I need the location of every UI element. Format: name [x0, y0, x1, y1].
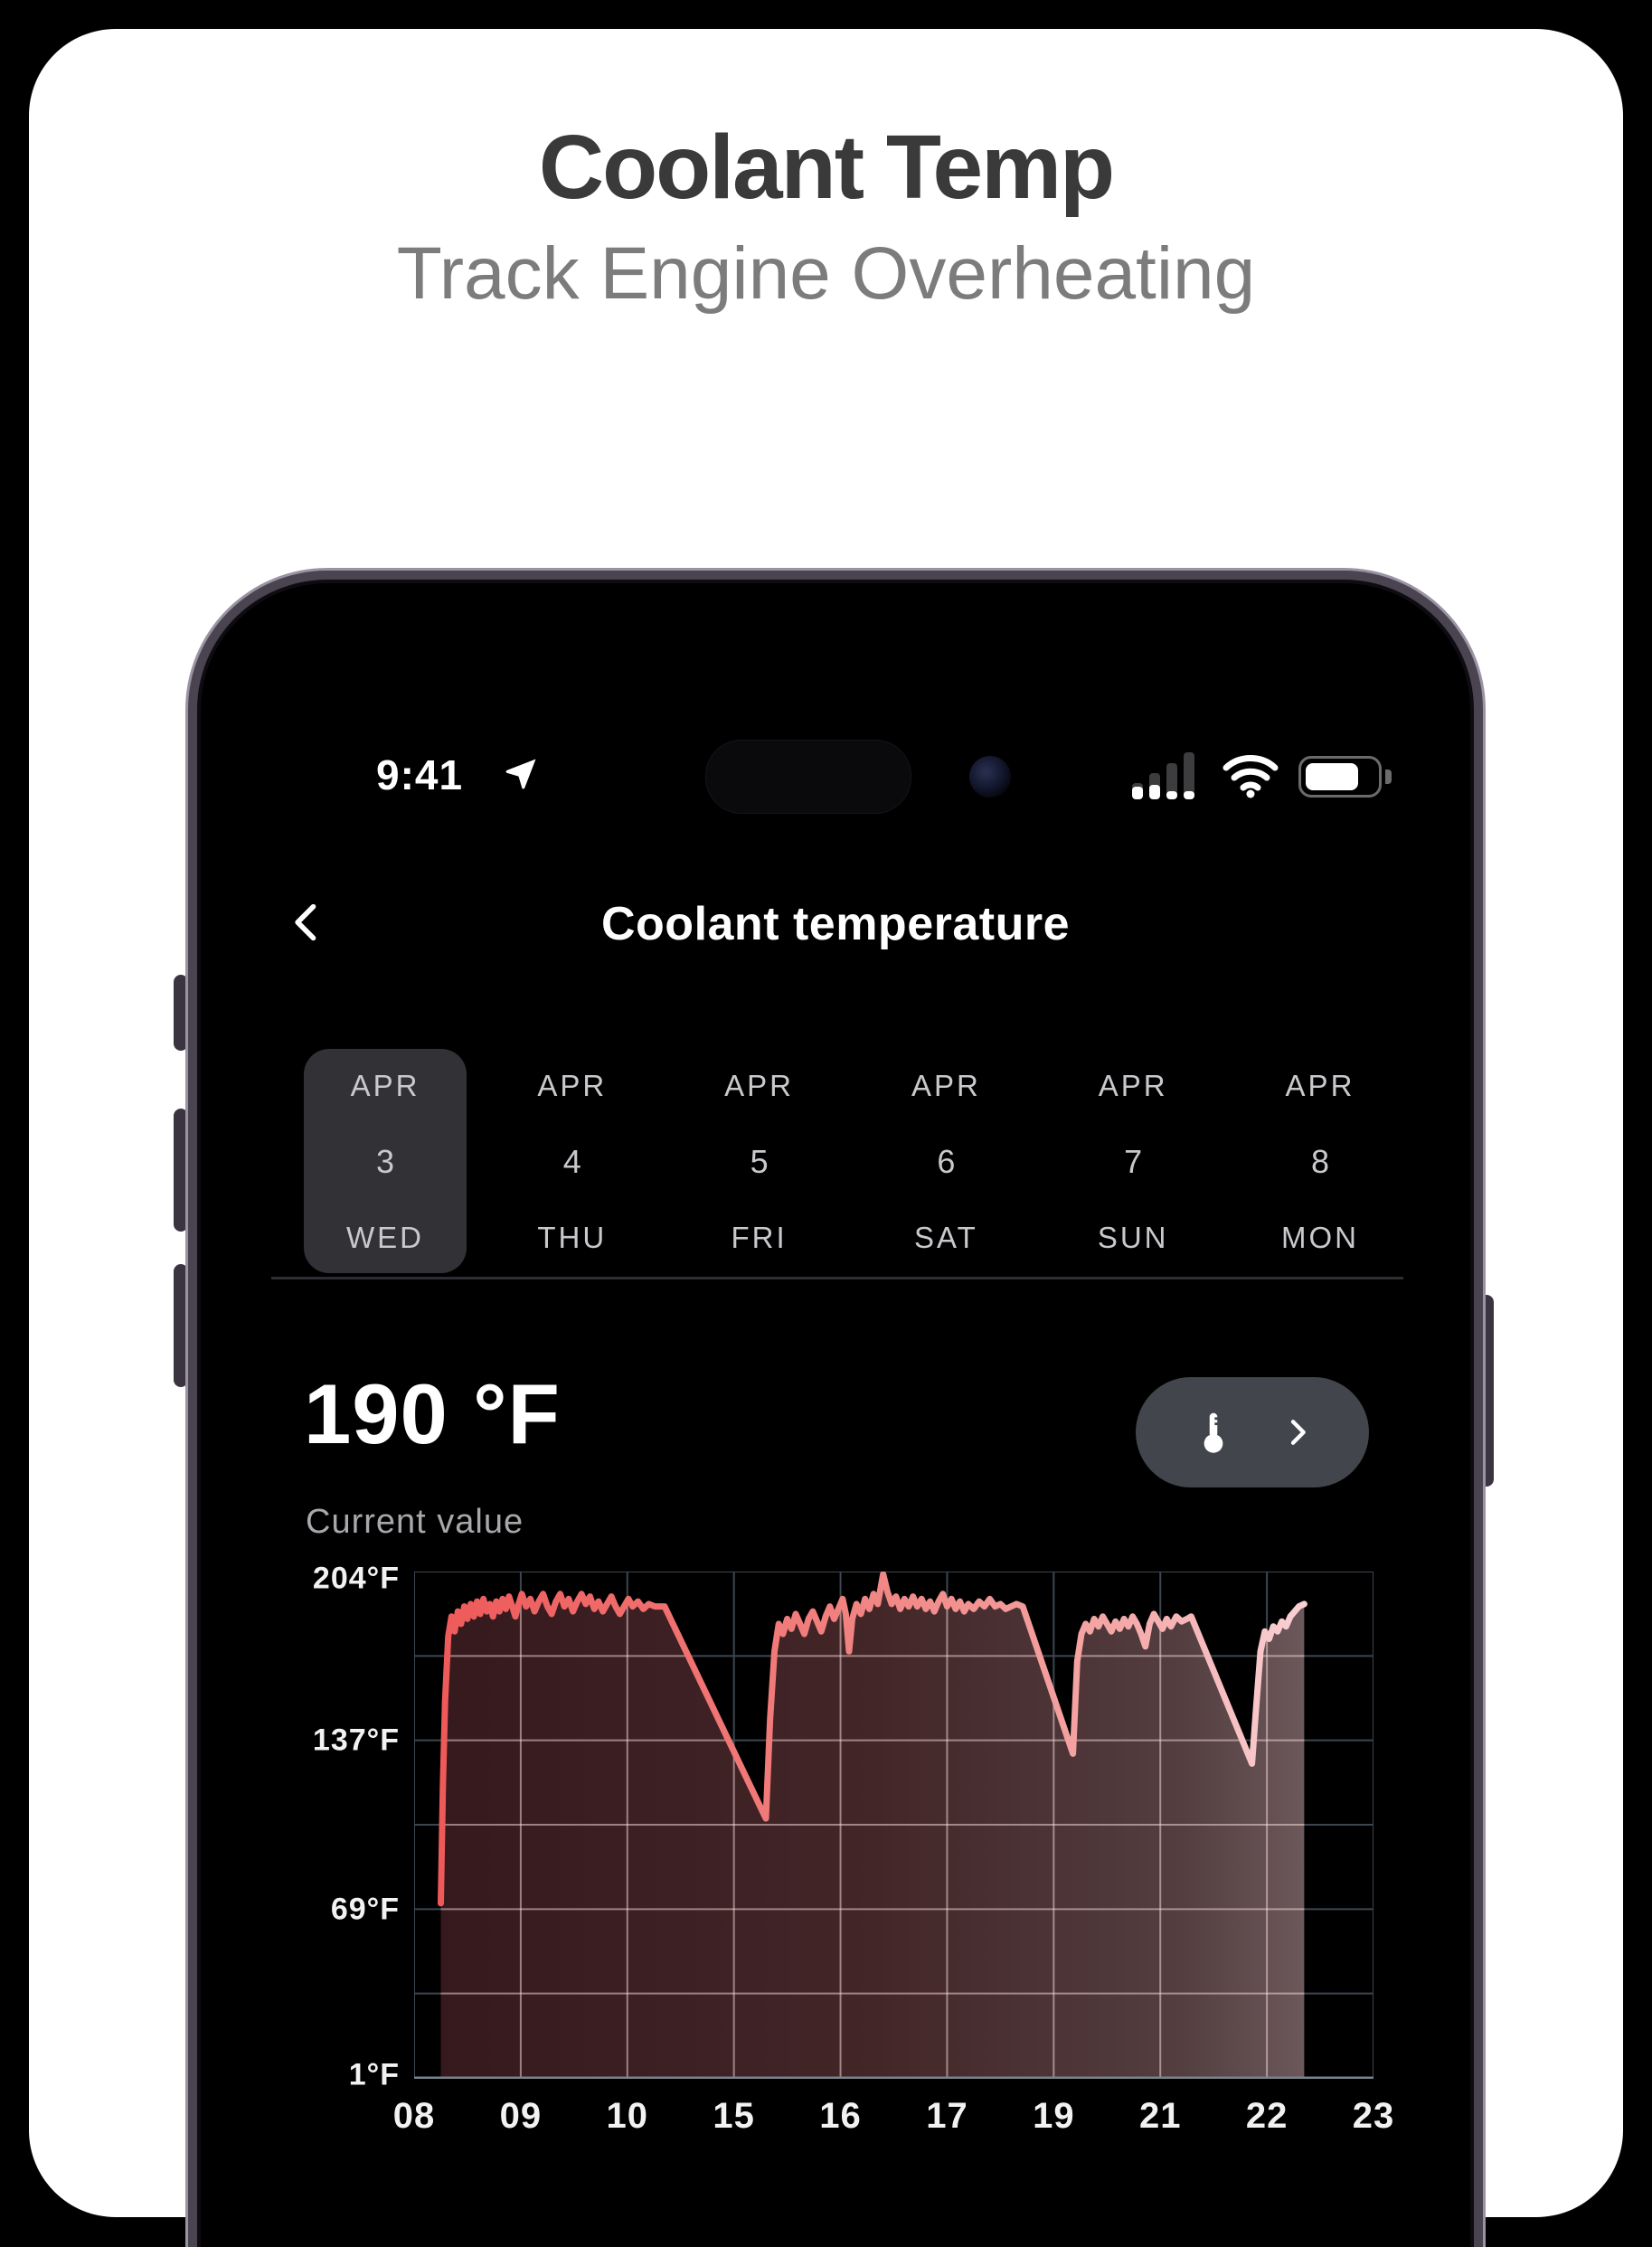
current-value-label: Current value — [306, 1503, 524, 1541]
x-tick-label: 08 — [392, 2096, 436, 2136]
date-day: 7 — [1124, 1143, 1143, 1180]
cellular-signal-icon — [1132, 752, 1203, 799]
y-tick-label: 204°F — [312, 1561, 400, 1596]
sensor-detail-button[interactable] — [1136, 1377, 1369, 1487]
front-camera — [969, 756, 1011, 798]
x-tick-label: 16 — [819, 2096, 862, 2136]
date-month: APR — [724, 1069, 795, 1102]
date-month: APR — [537, 1069, 608, 1102]
date-item-apr-5[interactable]: APR 5 FRI — [678, 1049, 841, 1273]
thermometer-icon — [1204, 1412, 1223, 1453]
date-item-apr-7[interactable]: APR 7 SUN — [1052, 1049, 1214, 1273]
status-time: 9:41 — [376, 751, 464, 798]
date-day: 5 — [750, 1143, 769, 1180]
date-month: APR — [1098, 1069, 1168, 1102]
date-day: 6 — [937, 1143, 956, 1180]
chevron-right-icon — [1290, 1420, 1306, 1445]
chart-y-axis-labels: 204°F 137°F 69°F 1°F — [208, 1562, 400, 2092]
back-button[interactable] — [278, 893, 336, 951]
page-title: Coolant Temp — [538, 117, 1115, 218]
dynamic-island — [705, 740, 911, 814]
date-weekday: SAT — [914, 1221, 978, 1254]
date-day: 8 — [1310, 1143, 1329, 1180]
x-tick-label: 15 — [713, 2096, 755, 2136]
date-weekday: WED — [346, 1221, 424, 1254]
coolant-temperature-chart — [414, 1572, 1374, 2079]
phone-mute-switch — [174, 975, 188, 1051]
date-month: APR — [911, 1069, 981, 1102]
y-tick-label: 69°F — [330, 1892, 400, 1927]
date-item-apr-8[interactable]: APR 8 MON — [1239, 1049, 1402, 1273]
phone-power-button — [1479, 1295, 1494, 1487]
chart-x-axis-labels: 08 09 10 15 16 17 19 21 22 23 — [393, 2096, 1394, 2150]
x-tick-label: 23 — [1352, 2096, 1395, 2136]
phone-volume-down-button — [174, 1264, 188, 1387]
date-weekday: MON — [1280, 1221, 1359, 1254]
y-tick-label: 1°F — [348, 2057, 400, 2092]
page-subtitle: Track Engine Overheating — [396, 232, 1256, 315]
date-picker: APR 3 WED APR 4 THU APR 5 FRI APR 6 SAT … — [304, 1049, 1402, 1273]
x-tick-label: 09 — [499, 2096, 543, 2136]
date-month: APR — [1285, 1069, 1355, 1102]
date-item-apr-3[interactable]: APR 3 WED — [304, 1049, 467, 1273]
current-value: 190 °F — [304, 1366, 561, 1461]
battery-nub — [1385, 769, 1392, 784]
date-item-apr-4[interactable]: APR 4 THU — [491, 1049, 654, 1273]
y-tick-label: 137°F — [312, 1723, 400, 1758]
x-tick-label: 21 — [1138, 2096, 1182, 2136]
phone-volume-up-button — [174, 1109, 188, 1232]
date-day: 3 — [375, 1143, 395, 1180]
date-month: APR — [350, 1069, 420, 1102]
screen-title: Coolant temperature — [600, 898, 1071, 950]
x-tick-label: 17 — [926, 2096, 968, 2136]
battery-icon — [1298, 756, 1382, 798]
section-divider — [271, 1277, 1403, 1279]
date-day: 4 — [562, 1143, 581, 1180]
x-tick-label: 10 — [606, 2096, 648, 2136]
x-tick-label: 22 — [1245, 2096, 1289, 2136]
chevron-left-icon — [295, 903, 316, 941]
wifi-icon — [1221, 752, 1280, 799]
date-weekday: FRI — [731, 1221, 788, 1254]
date-weekday: SUN — [1097, 1221, 1169, 1254]
date-item-apr-6[interactable]: APR 6 SAT — [864, 1049, 1027, 1273]
x-tick-label: 19 — [1033, 2096, 1075, 2136]
date-weekday: THU — [537, 1221, 608, 1254]
location-icon — [503, 756, 539, 792]
